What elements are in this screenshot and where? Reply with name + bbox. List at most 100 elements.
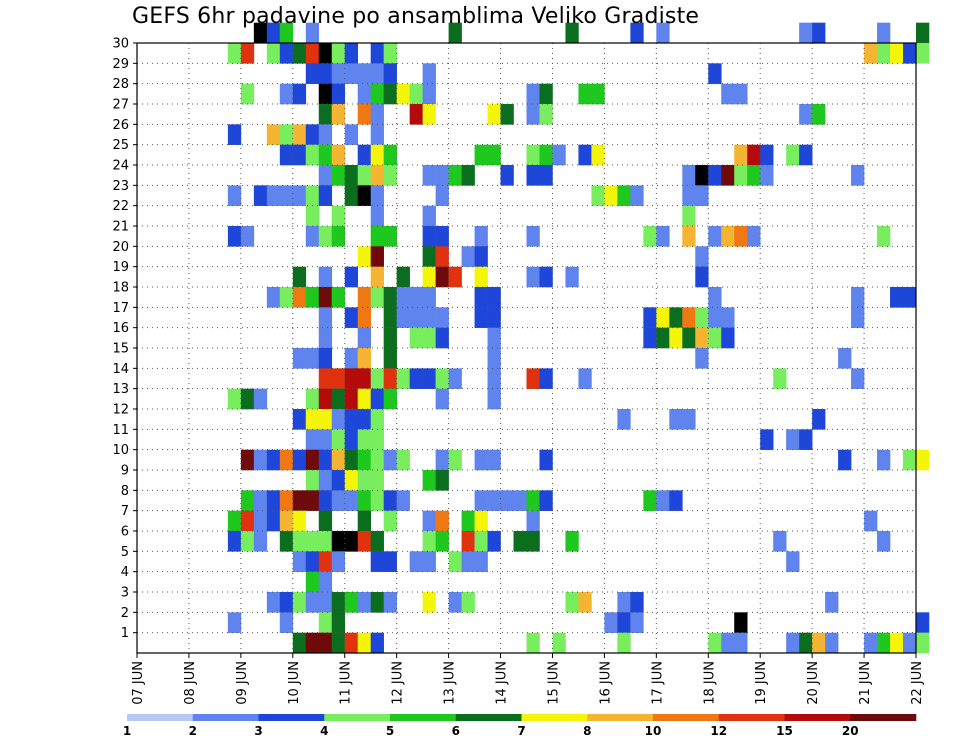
heatmap-cell: [331, 226, 346, 247]
heatmap-cell: [448, 592, 462, 613]
heatmap-cell: [708, 632, 722, 654]
heatmap-cell: [344, 266, 359, 288]
heatmap-cell: [331, 612, 346, 633]
heatmap-cell: [318, 43, 333, 64]
heatmap-cell: [422, 287, 436, 308]
heatmap-cell: [292, 43, 307, 64]
heatmap-cell: [370, 470, 384, 491]
heatmap-cell: [617, 612, 631, 633]
heatmap-cell: [305, 124, 320, 145]
heatmap-cell: [916, 43, 930, 64]
x-tick-label: 12 JUN: [391, 661, 406, 705]
heatmap-cell: [357, 327, 371, 349]
heatmap-cell: [526, 490, 540, 511]
heatmap-cell: [604, 612, 618, 633]
heatmap-cell: [474, 266, 488, 288]
heatmap-cell: [734, 226, 748, 247]
heatmap-cell: [344, 43, 359, 64]
heatmap-cell: [292, 531, 307, 552]
heatmap-cell: [474, 226, 488, 247]
heatmap-cell: [292, 124, 307, 145]
heatmap-cell: [461, 165, 475, 186]
heatmap-cell: [383, 83, 397, 105]
heatmap-cell: [422, 83, 436, 105]
colorbar-segment: [192, 714, 259, 721]
heatmap-cell: [656, 327, 670, 349]
heatmap-cell: [370, 63, 384, 84]
x-tick-label: 21 JUN: [858, 661, 873, 705]
heatmap-cell: [682, 165, 696, 186]
heatmap-cell: [370, 144, 384, 166]
heatmap-cell: [812, 22, 826, 44]
heatmap-cell: [279, 449, 294, 471]
heatmap-cell: [370, 43, 384, 64]
heatmap-cell: [383, 287, 397, 308]
heatmap-cell: [344, 592, 359, 613]
y-tick-label: 26: [112, 118, 129, 133]
heatmap-cell: [812, 104, 826, 125]
colorbar-segment: [127, 714, 194, 721]
heatmap-cell: [799, 632, 813, 654]
heatmap-cell: [357, 185, 371, 206]
heatmap-cell: [526, 144, 540, 166]
heatmap-cell: [383, 490, 397, 511]
y-tick-label: 16: [112, 321, 129, 336]
heatmap-cell: [435, 449, 449, 471]
heatmap-cell: [539, 490, 553, 511]
heatmap-cell: [578, 144, 592, 166]
heatmap-cell: [292, 185, 307, 206]
heatmap-cell: [487, 531, 501, 552]
heatmap-cell: [643, 490, 657, 511]
heatmap-cell: [487, 287, 501, 308]
heatmap-cell: [279, 531, 294, 552]
heatmap-cell: [344, 409, 359, 430]
heatmap-cell: [617, 592, 631, 613]
heatmap-cell: [773, 368, 787, 389]
x-tick-label: 08 JUN: [183, 661, 198, 705]
heatmap-cell: [357, 307, 371, 328]
x-tick-label: 19 JUN: [754, 661, 769, 705]
heatmap-cell: [474, 531, 488, 552]
heatmap-cell: [305, 144, 320, 166]
heatmap-cell: [305, 43, 320, 64]
heatmap-cell: [708, 165, 722, 186]
heatmap-cell: [474, 144, 488, 166]
heatmap-cell: [409, 83, 423, 105]
heatmap-cell: [721, 165, 735, 186]
heatmap-cell: [409, 551, 423, 572]
heatmap-cell: [708, 287, 722, 308]
heatmap-cell: [682, 185, 696, 206]
heatmap-cell: [318, 592, 333, 613]
heatmap-cell: [617, 409, 631, 430]
heatmap-cell: [721, 226, 735, 247]
heatmap-cell: [292, 449, 307, 471]
heatmap-cell: [305, 470, 320, 491]
heatmap-cell: [240, 43, 255, 64]
heatmap-cell: [253, 388, 268, 410]
y-tick-label: 5: [121, 545, 129, 560]
heatmap-cell: [903, 449, 917, 471]
heatmap-cell: [240, 510, 255, 532]
heatmap-cell: [877, 449, 891, 471]
heatmap-cell: [266, 43, 281, 64]
x-tick-label: 15 JUN: [546, 661, 561, 705]
heatmap-cell: [383, 388, 397, 410]
heatmap-cell: [539, 144, 553, 166]
heatmap-cell: [487, 388, 501, 410]
heatmap-cell: [396, 287, 410, 308]
heatmap-cell: [448, 551, 462, 572]
heatmap-cell: [474, 246, 488, 267]
y-tick-label: 3: [121, 586, 129, 601]
colorbar-segment: [324, 714, 391, 721]
heatmap-cell: [344, 490, 359, 511]
colorbar-label: 4: [320, 724, 328, 738]
heatmap-cell: [656, 226, 670, 247]
heatmap-cell: [500, 104, 514, 125]
heatmap-cell: [357, 287, 371, 308]
heatmap-cell: [487, 449, 501, 471]
heatmap-cell: [734, 165, 748, 186]
heatmap-cell: [799, 429, 813, 450]
heatmap-cell: [396, 449, 410, 471]
heatmap-cell: [422, 551, 436, 572]
heatmap-cell: [370, 449, 384, 471]
